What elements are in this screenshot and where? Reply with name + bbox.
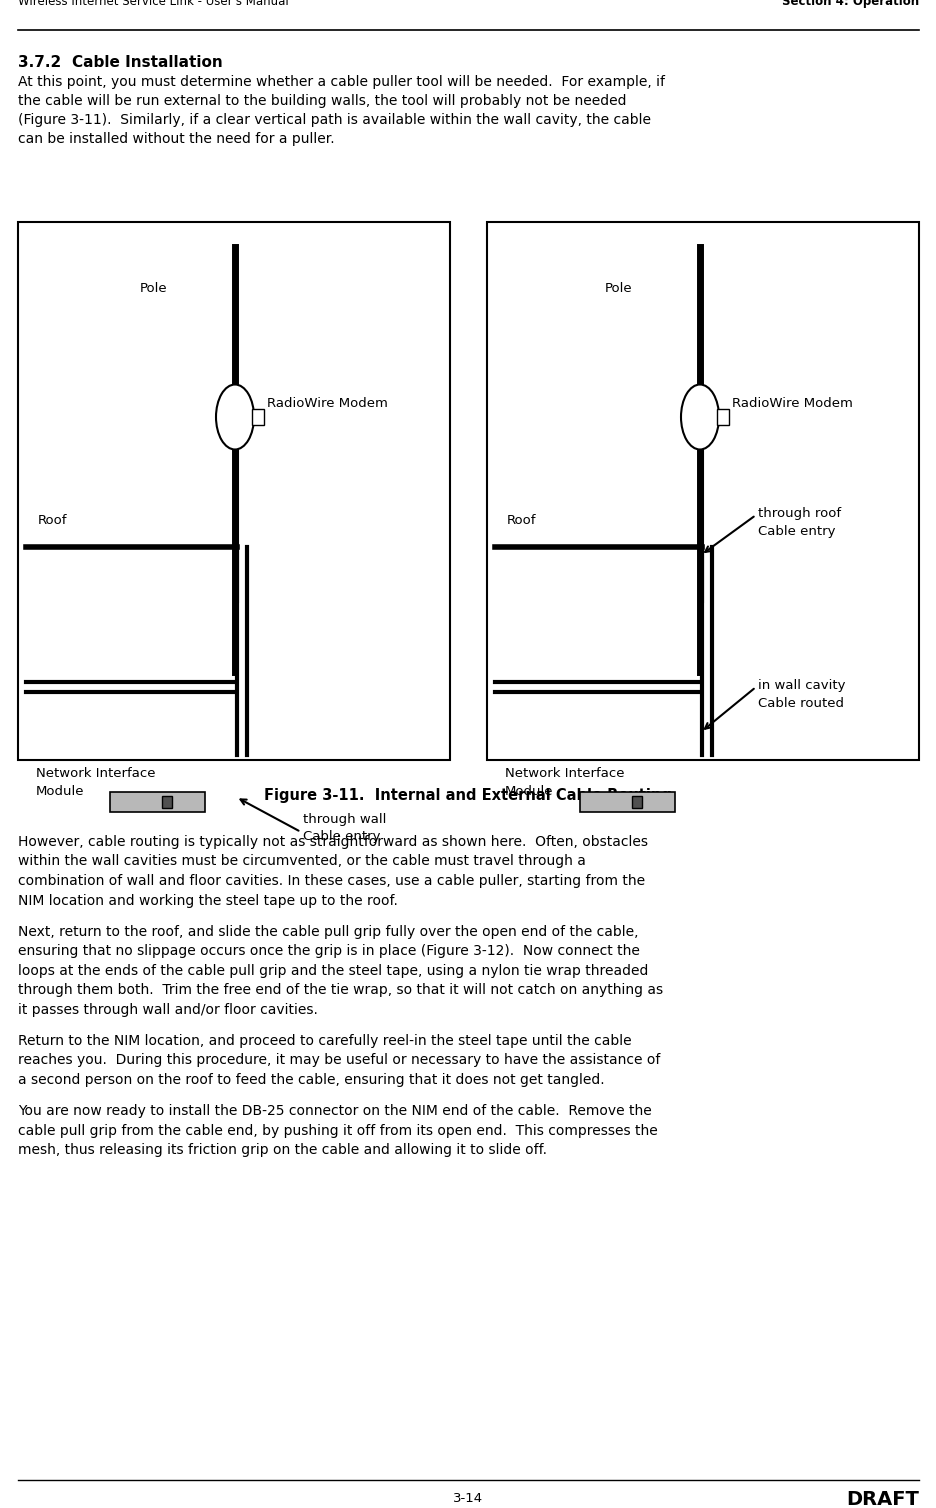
Text: within the wall cavities must be circumvented, or the cable must travel through : within the wall cavities must be circumv… bbox=[18, 855, 585, 869]
Ellipse shape bbox=[680, 385, 718, 449]
Text: through wall: through wall bbox=[302, 813, 386, 826]
Text: Figure 3-11.  Internal and External Cable Routing: Figure 3-11. Internal and External Cable… bbox=[264, 789, 671, 802]
Text: Pole: Pole bbox=[139, 282, 168, 296]
Text: Roof: Roof bbox=[38, 514, 67, 526]
Text: (Figure 3-11).  Similarly, if a clear vertical path is available within the wall: (Figure 3-11). Similarly, if a clear ver… bbox=[18, 113, 651, 127]
Bar bbox=[162, 796, 172, 808]
Bar bbox=[252, 409, 264, 425]
Text: ensuring that no slippage occurs once the grip is in place (Figure 3-12).  Now c: ensuring that no slippage occurs once th… bbox=[18, 944, 639, 958]
Bar bbox=[631, 796, 641, 808]
Text: it passes through wall and/or floor cavities.: it passes through wall and/or floor cavi… bbox=[18, 1003, 317, 1016]
Text: DRAFT: DRAFT bbox=[845, 1490, 918, 1508]
Bar bbox=[18, 222, 449, 760]
Text: Next, return to the roof, and slide the cable pull grip fully over the open end : Next, return to the roof, and slide the … bbox=[18, 924, 637, 938]
Text: Wireless Internet Service Link - User's Manual: Wireless Internet Service Link - User's … bbox=[18, 0, 288, 8]
Text: combination of wall and floor cavities. In these cases, use a cable puller, star: combination of wall and floor cavities. … bbox=[18, 875, 645, 888]
Text: Module: Module bbox=[36, 786, 84, 798]
Ellipse shape bbox=[216, 385, 254, 449]
Text: through them both.  Trim the free end of the tie wrap, so that it will not catch: through them both. Trim the free end of … bbox=[18, 983, 663, 997]
Text: loops at the ends of the cable pull grip and the steel tape, using a nylon tie w: loops at the ends of the cable pull grip… bbox=[18, 964, 648, 977]
Text: Network Interface: Network Interface bbox=[36, 768, 155, 780]
Text: At this point, you must determine whether a cable puller tool will be needed.  F: At this point, you must determine whethe… bbox=[18, 75, 665, 89]
Text: Network Interface: Network Interface bbox=[505, 768, 623, 780]
Bar bbox=[487, 222, 918, 760]
Text: RadioWire Modem: RadioWire Modem bbox=[267, 397, 388, 410]
Text: Return to the NIM location, and proceed to carefully reel-in the steel tape unti: Return to the NIM location, and proceed … bbox=[18, 1034, 631, 1048]
Text: mesh, thus releasing its friction grip on the cable and allowing it to slide off: mesh, thus releasing its friction grip o… bbox=[18, 1143, 547, 1157]
Text: through roof: through roof bbox=[757, 507, 841, 520]
Text: can be installed without the need for a puller.: can be installed without the need for a … bbox=[18, 133, 334, 146]
Text: reaches you.  During this procedure, it may be useful or necessary to have the a: reaches you. During this procedure, it m… bbox=[18, 1054, 660, 1068]
Bar bbox=[110, 792, 205, 811]
Text: 3.7.2: 3.7.2 bbox=[18, 54, 61, 69]
Bar bbox=[716, 409, 728, 425]
Text: the cable will be run external to the building walls, the tool will probably not: the cable will be run external to the bu… bbox=[18, 93, 626, 109]
Text: RadioWire Modem: RadioWire Modem bbox=[731, 397, 852, 410]
Text: Cable routed: Cable routed bbox=[757, 697, 843, 710]
Text: in wall cavity: in wall cavity bbox=[757, 679, 844, 692]
Text: You are now ready to install the DB-25 connector on the NIM end of the cable.  R: You are now ready to install the DB-25 c… bbox=[18, 1104, 651, 1117]
Text: Module: Module bbox=[505, 786, 553, 798]
Text: Cable entry: Cable entry bbox=[757, 525, 835, 538]
Text: Cable entry: Cable entry bbox=[302, 829, 380, 843]
Text: Pole: Pole bbox=[605, 282, 632, 296]
Text: However, cable routing is typically not as straightforward as shown here.  Often: However, cable routing is typically not … bbox=[18, 835, 648, 849]
Text: Cable Installation: Cable Installation bbox=[72, 54, 223, 69]
Text: cable pull grip from the cable end, by pushing it off from its open end.  This c: cable pull grip from the cable end, by p… bbox=[18, 1123, 657, 1137]
Text: Roof: Roof bbox=[506, 514, 536, 526]
Text: 3-14: 3-14 bbox=[452, 1491, 483, 1505]
Text: Section 4: Operation: Section 4: Operation bbox=[781, 0, 918, 8]
Text: a second person on the roof to feed the cable, ensuring that it does not get tan: a second person on the roof to feed the … bbox=[18, 1072, 604, 1087]
Bar bbox=[579, 792, 674, 811]
Text: NIM location and working the steel tape up to the roof.: NIM location and working the steel tape … bbox=[18, 894, 398, 908]
